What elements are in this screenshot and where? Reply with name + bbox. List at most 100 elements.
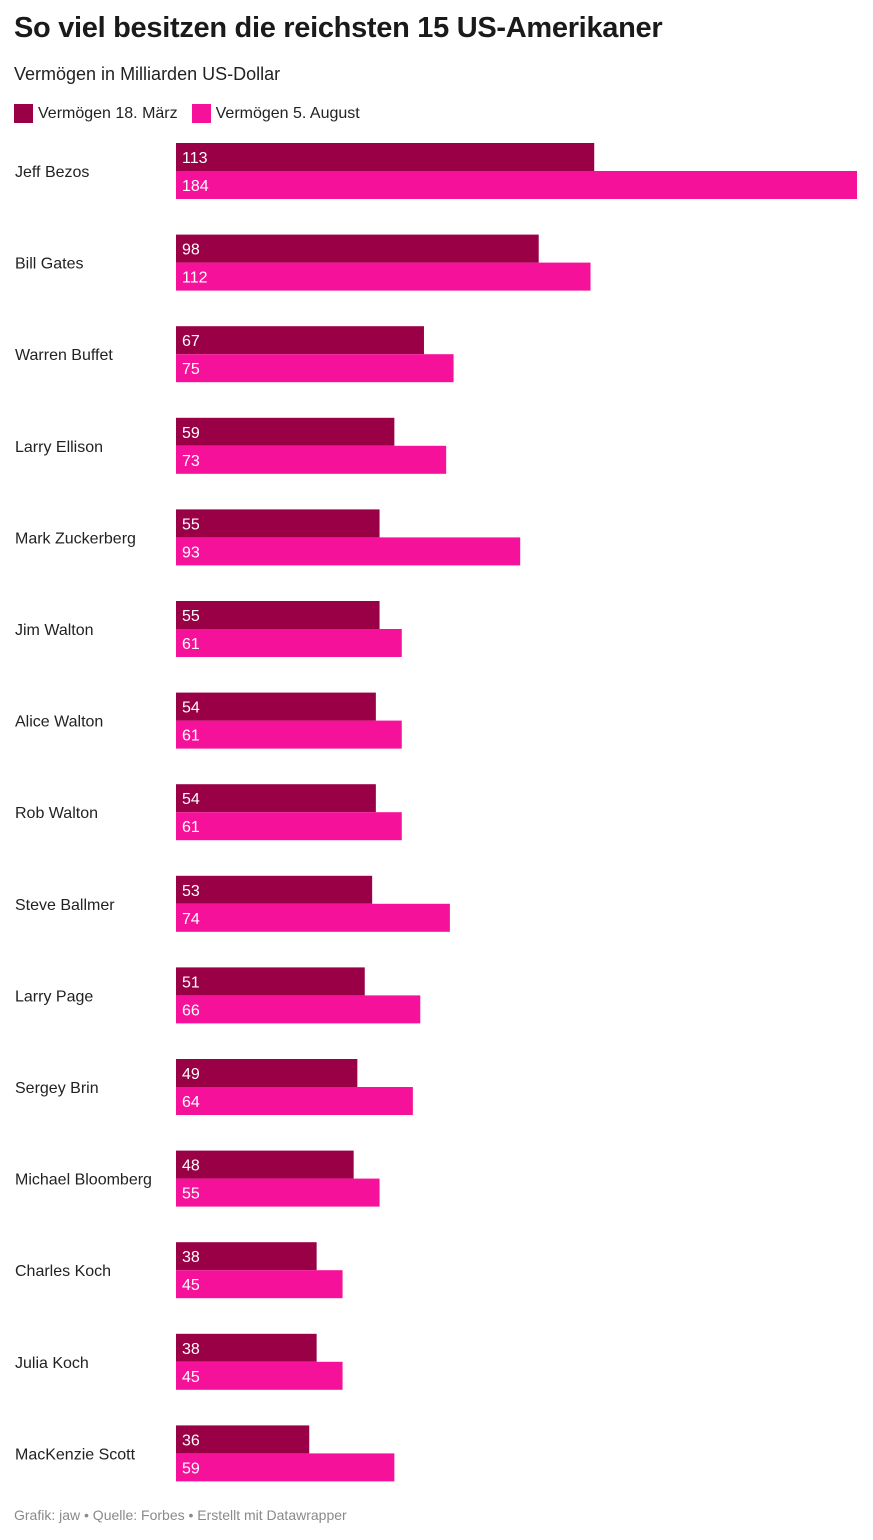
category-label: Jim Walton [15, 622, 94, 639]
category-label: Warren Buffet [15, 347, 113, 364]
bar-march [176, 784, 376, 813]
bar-march [176, 143, 595, 171]
bar-group-steve-ballmer: Steve Ballmer 53 74 [15, 875, 450, 932]
bar-august [176, 1178, 380, 1207]
bar-group-larry-ellison: Larry Ellison 59 73 [15, 417, 447, 474]
value-label-august: 112 [182, 270, 208, 287]
bar-march [176, 875, 373, 904]
legend: Vermögen 18. März Vermögen 5. August [14, 104, 374, 123]
bar-march [176, 1242, 317, 1271]
legend-swatch-august [191, 104, 211, 123]
bar-august [176, 720, 402, 749]
bar-august [176, 354, 454, 383]
value-label-august: 45 [182, 1277, 200, 1294]
value-label-march: 55 [182, 608, 200, 625]
bar-august [176, 1270, 343, 1299]
bar-march [176, 234, 539, 263]
value-label-march: 53 [182, 883, 200, 900]
category-label: Michael Bloomberg [15, 1172, 152, 1189]
bar-group-warren-buffet: Warren Buffet 67 75 [15, 326, 454, 383]
value-label-march: 54 [182, 700, 200, 717]
legend-swatch-march [14, 104, 33, 123]
category-label: Mark Zuckerberg [15, 530, 136, 547]
bar-group-alice-walton: Alice Walton 54 61 [15, 692, 402, 749]
value-label-march: 54 [182, 791, 200, 808]
bar-august [176, 1087, 413, 1115]
value-label-march: 48 [182, 1158, 200, 1175]
bar-march [176, 601, 380, 629]
bar-group-mackenzie-scott: MacKenzie Scott 36 59 [15, 1425, 395, 1482]
bar-august [176, 629, 402, 657]
category-label: Julia Koch [15, 1355, 89, 1372]
value-label-august: 93 [182, 544, 200, 561]
value-label-march: 113 [182, 150, 208, 167]
value-label-march: 38 [182, 1341, 200, 1358]
value-label-august: 75 [182, 361, 200, 378]
bar-august [176, 445, 447, 474]
value-label-august: 184 [182, 178, 209, 195]
value-label-march: 36 [182, 1432, 200, 1449]
legend-item-august: Vermögen 5. August [191, 104, 360, 123]
bar-march [176, 1150, 354, 1179]
bar-august [176, 995, 421, 1024]
value-label-march: 98 [182, 242, 200, 259]
value-label-august: 45 [182, 1369, 200, 1386]
bar-group-bill-gates: Bill Gates 98 112 [15, 234, 591, 291]
bar-group-rob-walton: Rob Walton 54 61 [15, 784, 402, 841]
category-label: Larry Page [15, 988, 93, 1005]
footer-credit: Grafik: jaw • Quelle: Forbes • Erstellt … [14, 1507, 347, 1523]
category-label: Sergey Brin [15, 1080, 99, 1097]
value-label-august: 66 [182, 1002, 200, 1019]
category-label: Charles Koch [15, 1263, 111, 1280]
bar-group-mark-zuckerberg: Mark Zuckerberg 55 93 [15, 509, 521, 566]
bar-group-jim-walton: Jim Walton 55 61 [15, 601, 402, 657]
bar-august [176, 1453, 395, 1482]
category-label: Larry Ellison [15, 439, 103, 456]
legend-label-august: Vermögen 5. August [215, 104, 360, 122]
value-label-march: 51 [182, 974, 200, 991]
bar-group-julia-koch: Julia Koch 38 45 [15, 1333, 343, 1390]
chart-title: So viel besitzen die reichsten 15 US-Ame… [14, 12, 663, 44]
bar-group-larry-page: Larry Page 51 66 [15, 967, 421, 1024]
category-label: Rob Walton [15, 805, 98, 822]
legend-label-march: Vermögen 18. März [38, 104, 178, 122]
bar-march [176, 1333, 317, 1362]
bar-august [176, 171, 857, 199]
bar-group-sergey-brin: Sergey Brin 49 64 [15, 1059, 413, 1115]
bar-group-michael-bloomberg: Michael Bloomberg 48 55 [15, 1150, 380, 1207]
category-label: Bill Gates [15, 256, 83, 273]
bar-group-jeff-bezos: Jeff Bezos 113 184 [15, 143, 857, 199]
value-label-august: 61 [182, 728, 200, 745]
value-label-august: 74 [182, 911, 200, 928]
bar-march [176, 1425, 310, 1454]
bar-august [176, 262, 591, 291]
bar-march [176, 692, 376, 721]
value-label-august: 61 [182, 819, 200, 836]
value-label-march: 55 [182, 516, 200, 533]
chart-subtitle: Vermögen in Milliarden US-Dollar [14, 64, 281, 84]
bar-march [176, 509, 380, 538]
bar-august [176, 1361, 343, 1390]
value-label-march: 67 [182, 333, 200, 350]
value-label-august: 73 [182, 453, 200, 470]
bar-chart: Jeff Bezos 113 184 Bill Gates 98 112 Warren Bu… [15, 143, 857, 1482]
bar-august [176, 903, 450, 932]
value-label-march: 38 [182, 1249, 200, 1266]
category-label: Steve Ballmer [15, 897, 115, 914]
value-label-march: 59 [182, 425, 200, 442]
value-label-august: 55 [182, 1186, 200, 1203]
legend-item-march: Vermögen 18. März [14, 104, 178, 123]
bar-group-charles-koch: Charles Koch 38 45 [15, 1242, 343, 1299]
value-label-august: 59 [182, 1460, 200, 1477]
bar-march [176, 967, 365, 996]
value-label-march: 49 [182, 1066, 200, 1083]
category-label: Alice Walton [15, 714, 103, 731]
bar-august [176, 812, 402, 841]
bar-march [176, 1059, 358, 1087]
category-label: Jeff Bezos [15, 164, 89, 181]
bar-august [176, 537, 521, 566]
category-label: MacKenzie Scott [15, 1446, 136, 1463]
bar-march [176, 417, 395, 446]
value-label-august: 61 [182, 636, 200, 653]
bar-march [176, 326, 424, 355]
